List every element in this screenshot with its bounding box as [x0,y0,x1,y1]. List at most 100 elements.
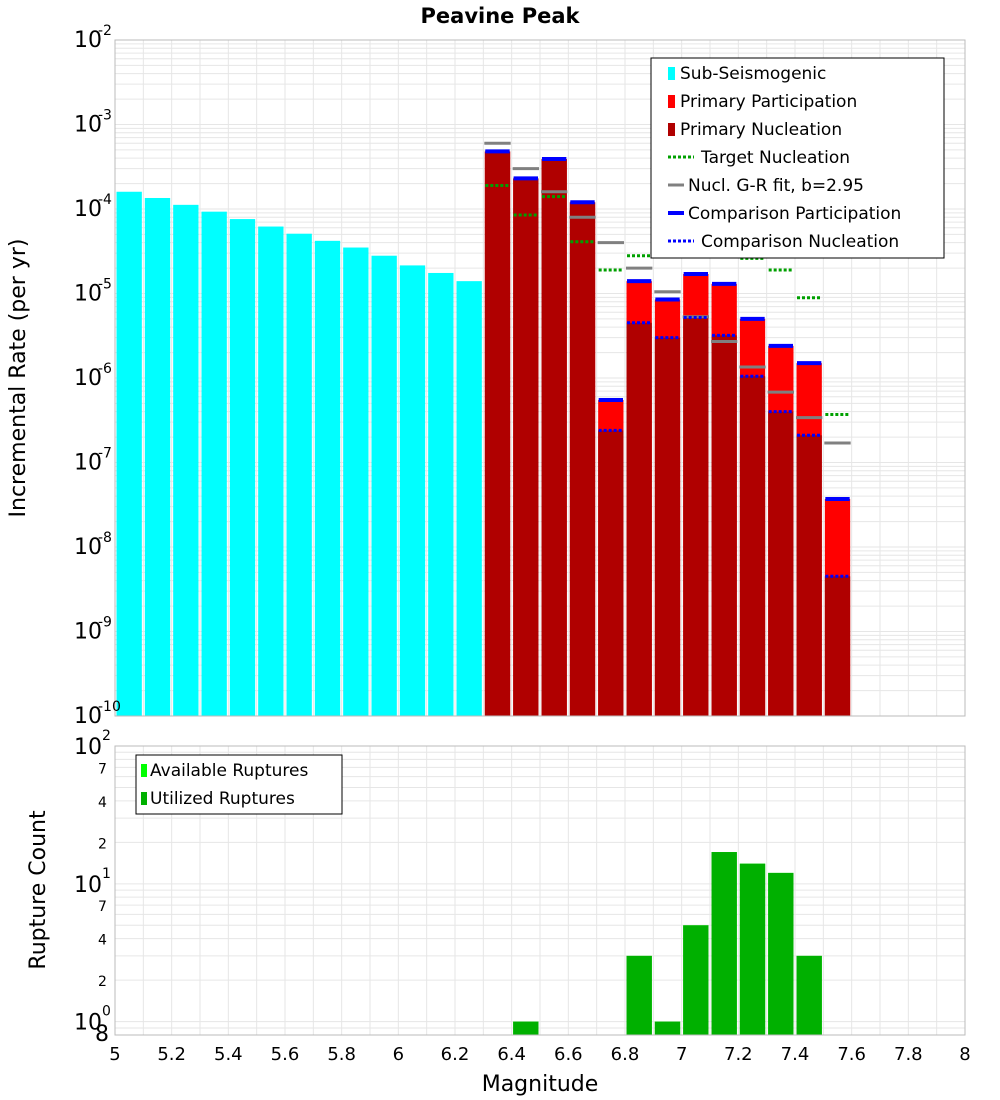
top-y-tick-base: 10 [74,28,102,53]
x-tick-label: 7.4 [781,1044,810,1065]
x-tick-label: 5.4 [214,1044,243,1065]
x-tick-label: 6.2 [441,1044,470,1065]
top-y-tick-base: 10 [74,620,102,645]
x-tick-label: 6.6 [554,1044,583,1065]
sub-seismogenic-bar [229,219,256,716]
bottom-legend-box [135,754,343,815]
bottom-y-tick-minor: 2 [98,974,107,990]
top-legend: Sub-Seismogenic Primary Participation Prim… [650,57,945,259]
legend-swatch [668,123,675,136]
utilized-ruptures-bar [513,1021,539,1035]
sub-seismogenic-bar [314,240,341,716]
primary-nucleation-bar [541,159,567,716]
sub-seismogenic-bar [116,191,142,717]
legend-label: Comparison Participation [688,204,901,224]
top-y-tick-exponent: -6 [98,361,112,377]
sub-seismogenic-bar [201,211,227,716]
x-tick-label: 6 [393,1044,404,1065]
x-tick-label: 5.2 [157,1044,186,1065]
bottom-y-tick-minor: 8 [95,1022,109,1047]
top-y-tick-base: 10 [74,113,102,138]
top-plot-bars [116,151,851,717]
sub-seismogenic-bar [258,226,284,716]
top-legend-box [650,57,945,259]
bottom-y-tick-base: 10 [74,1011,102,1036]
sub-seismogenic-bar [371,255,397,716]
x-tick-label: 7.2 [724,1044,753,1065]
bottom-y-tick-minor: 2 [98,836,107,852]
legend-swatch [668,67,675,80]
bottom-plot-bars [513,852,822,1035]
top-y-tick-base: 10 [74,451,102,476]
utilized-ruptures-bar [768,872,794,1035]
primary-nucleation-bar [824,576,851,716]
legend-swatch [668,95,675,108]
primary-nucleation-bar [796,435,822,716]
primary-nucleation-bar [598,430,624,716]
bottom-y-tick-minor: 7 [98,899,107,915]
legend-swatch [141,764,147,777]
x-tick-label: 6.8 [611,1044,640,1065]
sub-seismogenic-bar [343,247,369,716]
utilized-ruptures-bar [711,852,737,1035]
bottom-plot-frame [114,745,966,1036]
primary-nucleation-bar [626,322,652,716]
bottom-y-tick-minor: 7 [98,761,107,777]
sub-seismogenic-bar [399,265,426,716]
top-y-tick-exponent: -4 [98,192,112,208]
x-axis-label: Magnitude [482,1072,599,1097]
x-tick-label: 5.8 [327,1044,356,1065]
top-y-tick-base: 10 [74,704,102,729]
x-tick-label: 7.8 [894,1044,923,1065]
top-plot-frame [114,39,966,717]
chart-title: Peavine Peak [421,4,581,28]
sub-seismogenic-bar [286,233,312,716]
sub-seismogenic-bar [144,197,171,716]
primary-nucleation-bar [569,202,596,716]
legend-swatch [141,792,147,805]
x-tick-label: 6.4 [497,1044,526,1065]
bottom-y-tick-base: 10 [74,735,102,760]
x-tick-label: 8 [959,1044,970,1065]
legend-label: Available Ruptures [150,761,308,781]
bottom-y-axis-label: Rupture Count [26,810,51,970]
bottom-y-tick-exponent: 0 [102,1004,111,1020]
bottom-legend: Available Ruptures Utilized Ruptures [135,754,343,815]
top-y-tick-labels: 10-210-310-410-510-610-710-810-910-10 [74,23,121,729]
x-tick-label: 5.6 [271,1044,300,1065]
utilized-ruptures-bar [683,925,709,1035]
legend-label: Comparison Nucleation [701,232,899,252]
top-y-axis-label: Incremental Rate (per yr) [6,239,31,518]
sub-seismogenic-bar [173,204,199,717]
bottom-y-tick-minor: 4 [98,933,107,949]
top-y-tick-exponent: -9 [98,615,112,631]
primary-nucleation-bar [711,335,737,716]
top-legend-entries: Sub-Seismogenic Primary Participation Prim… [668,64,901,252]
primary-nucleation-bar [683,317,709,716]
x-tick-label: 5 [109,1044,120,1065]
bottom-y-tick-exponent: 1 [102,866,111,882]
bottom-y-tick-minor: 4 [98,795,107,811]
x-tick-label: 7 [676,1044,687,1065]
utilized-ruptures-bar [739,863,766,1035]
top-y-tick-exponent: -8 [98,530,112,546]
primary-nucleation-bar [484,151,511,716]
primary-nucleation-bar [768,411,794,716]
legend-label: Nucl. G-R fit, b=2.95 [688,176,864,196]
x-tick-label: 7.6 [837,1044,866,1065]
utilized-ruptures-bar [796,955,822,1035]
top-y-tick-exponent: -3 [98,108,112,124]
top-y-tick-exponent: -10 [98,699,121,715]
legend-label: Primary Nucleation [680,120,842,140]
top-y-tick-exponent: -5 [98,277,112,293]
bottom-y-tick-exponent: 2 [102,728,111,744]
primary-nucleation-bar [739,376,766,716]
top-y-tick-exponent: -7 [98,446,112,462]
primary-nucleation-bar [513,178,539,717]
x-tick-labels: 5 5.2 5.4 5.6 5.8 6 6.2 6.4 6.6 6.8 7 7.2 7.4 7.6 7.8 8 [109,1044,970,1065]
top-y-tick-base: 10 [74,282,102,307]
sub-seismogenic-bar [456,281,482,716]
utilized-ruptures-bar [626,955,652,1035]
top-y-tick-base: 10 [74,197,102,222]
